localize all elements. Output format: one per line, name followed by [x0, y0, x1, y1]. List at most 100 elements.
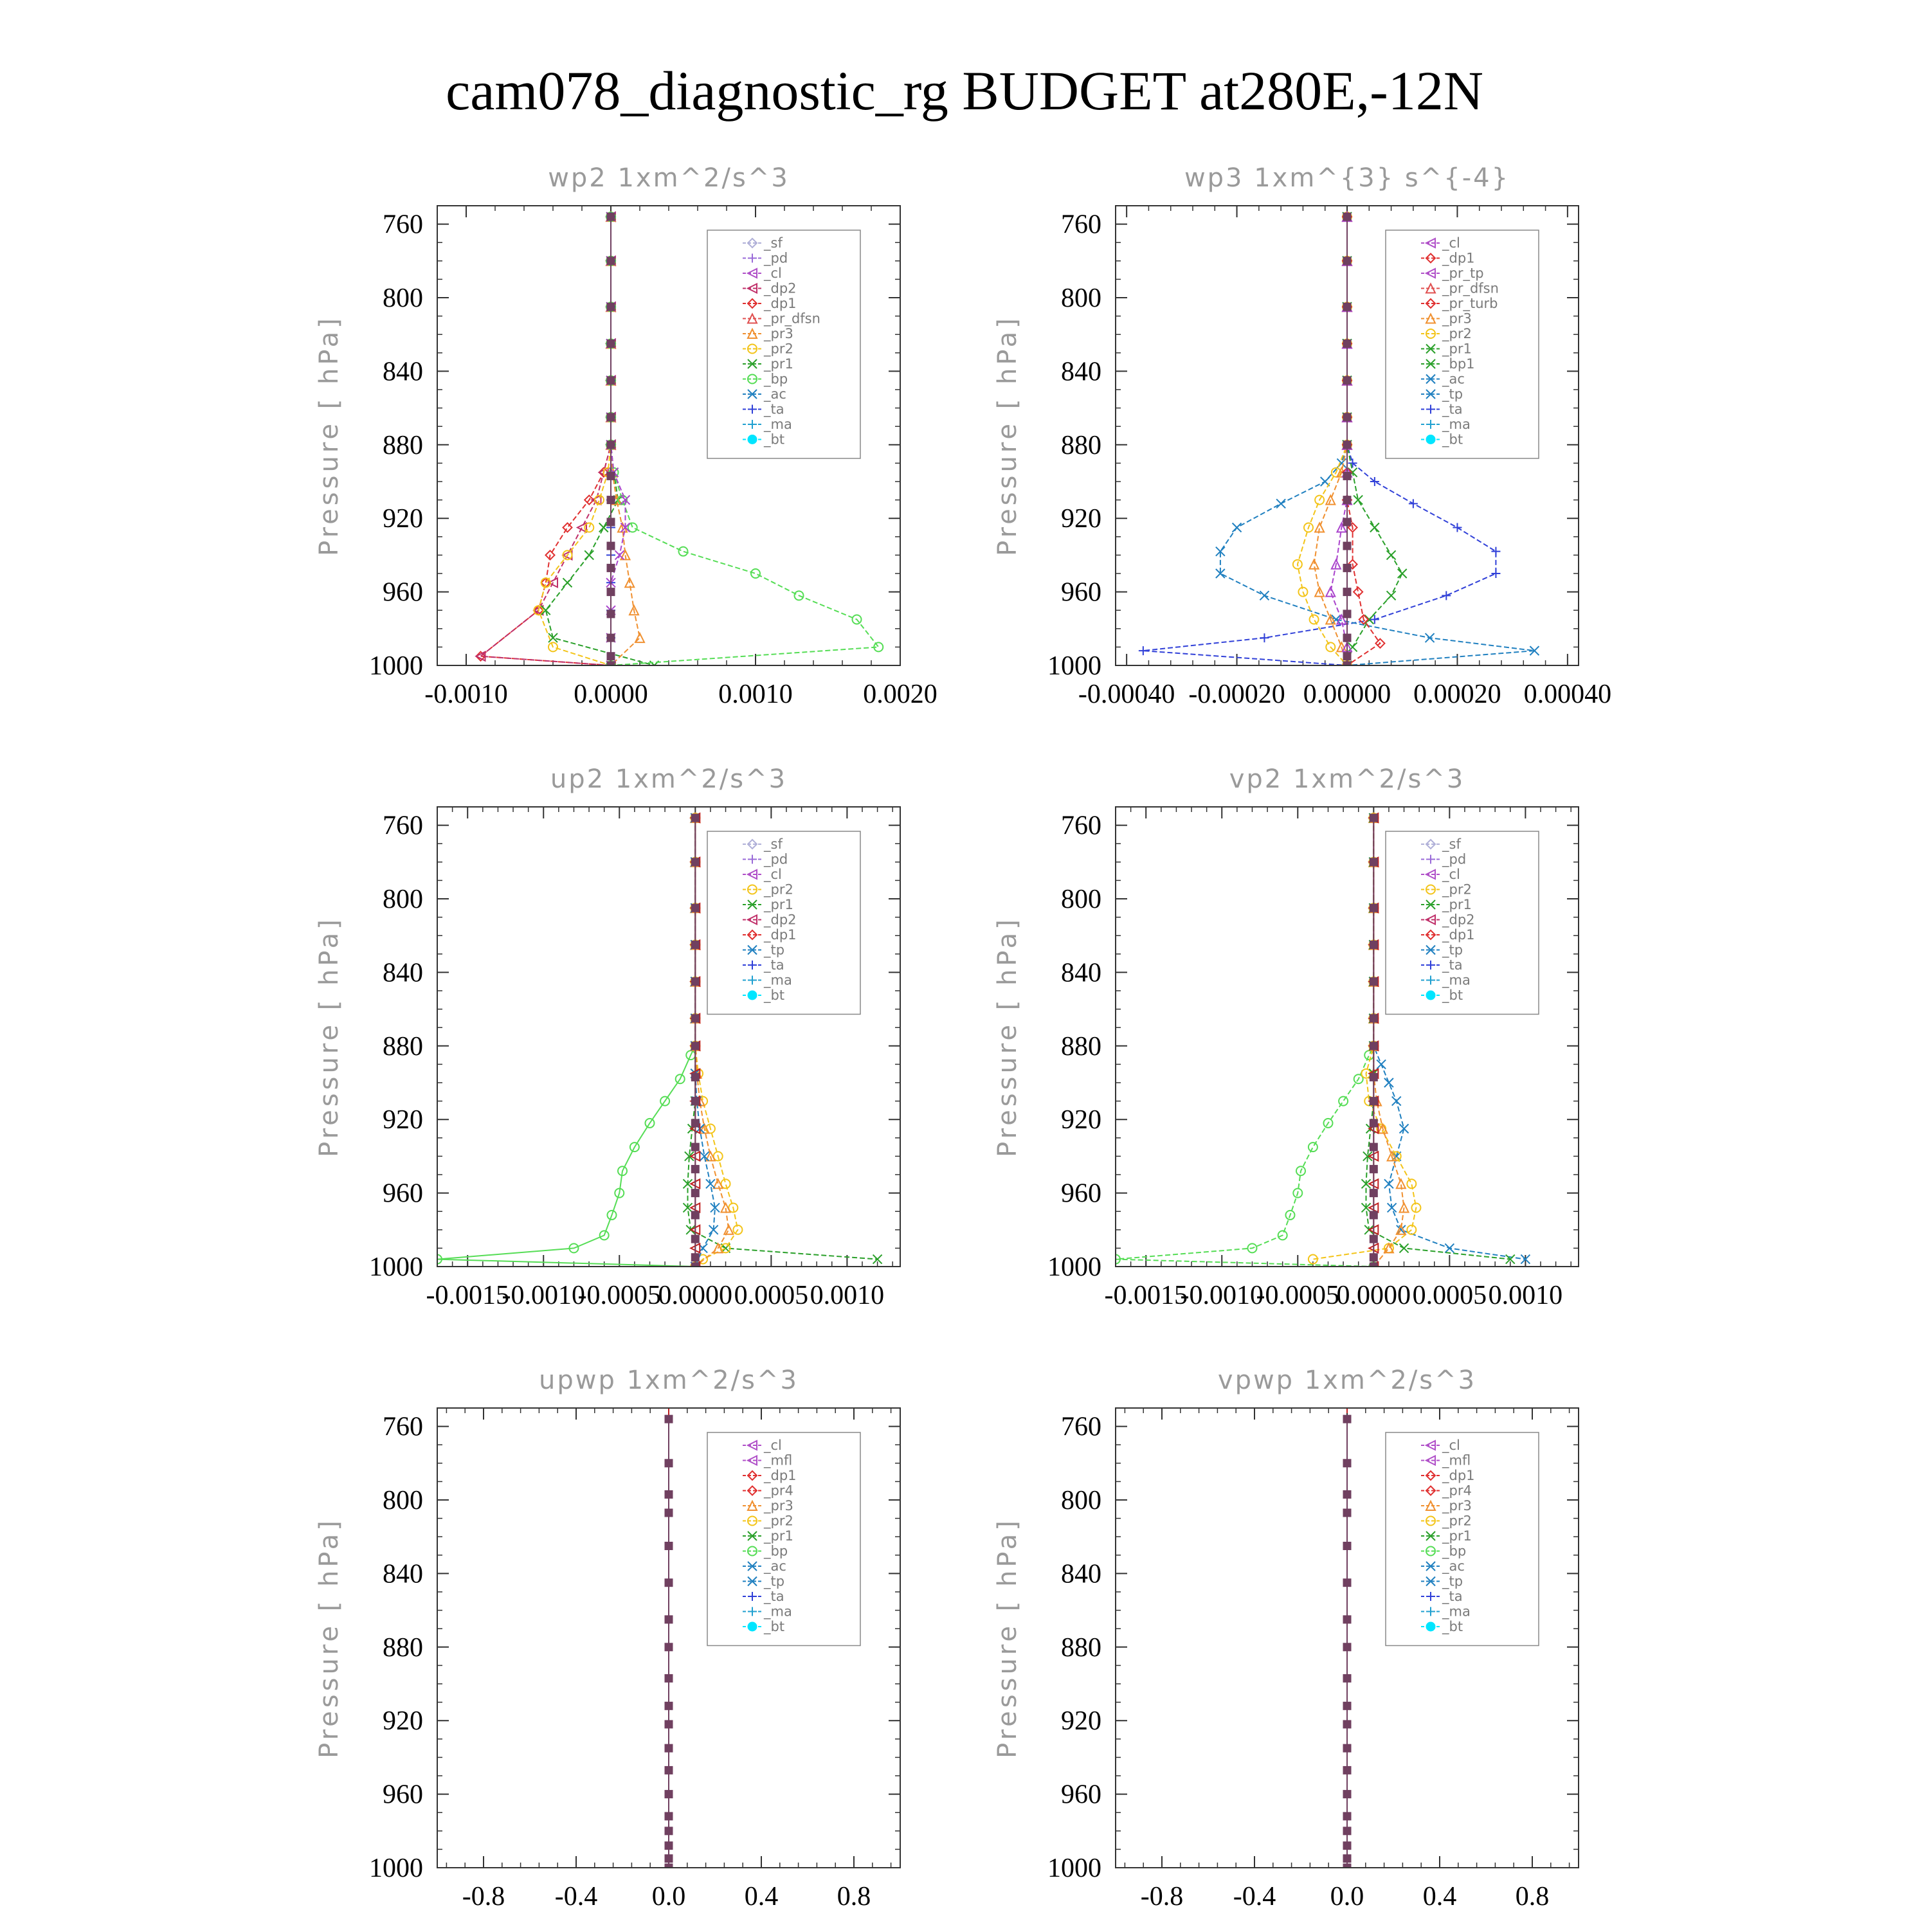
- y-tick-label: 1000: [369, 651, 423, 681]
- legend-marker-pr2: [747, 1515, 757, 1526]
- legend-marker-pr_dfsn: [747, 312, 758, 324]
- data-point-bt: [664, 1854, 673, 1863]
- data-point-bt: [664, 1841, 673, 1850]
- y-tick-label: 920: [1061, 504, 1101, 534]
- plot-frame: [1115, 806, 1579, 1267]
- y-tick-label: 840: [383, 1559, 423, 1589]
- y-tick-label: 960: [383, 1179, 423, 1209]
- data-point-bt: [606, 518, 615, 527]
- legend-marker-dp2: [746, 914, 757, 926]
- x-tick-label: -0.00020: [1188, 680, 1285, 709]
- y-tick-label: 1000: [1047, 651, 1101, 681]
- data-point-bt: [1343, 339, 1352, 348]
- legend-label-ac: _ac: [1442, 372, 1465, 388]
- data-point-dp2: [1399, 1243, 1409, 1254]
- data-point-bp: [678, 546, 689, 557]
- x-tick-label: 0.0: [652, 1882, 686, 1911]
- data-point-pr_turb: [1352, 586, 1364, 598]
- legend-label-ac: _ac: [763, 1558, 786, 1575]
- y-axis-label: Pressure [ hPa]: [314, 1517, 344, 1758]
- data-point-pr3: [634, 631, 646, 644]
- legend-label-cl: _cl: [763, 1438, 782, 1454]
- legend-marker-bp: [1426, 1546, 1436, 1557]
- data-point-bt: [1369, 858, 1378, 867]
- plot-frame: [1115, 1407, 1579, 1868]
- legend-marker-ac: [1426, 1561, 1436, 1571]
- data-point-dp1: [1277, 1230, 1288, 1241]
- data-point-pr_turb: [1375, 638, 1386, 649]
- data-point-pr1: [584, 550, 594, 561]
- data-point-bt: [664, 1643, 673, 1652]
- data-point-bt: [1343, 563, 1352, 572]
- legend-marker-pd: [748, 253, 757, 263]
- data-point-tp: [708, 1225, 719, 1235]
- legend-marker-mfl: [1424, 1454, 1436, 1467]
- legend-label-pr_dfsn: _pr_dfsn: [1442, 281, 1499, 297]
- legend-label-pr3: _pr3: [1442, 1498, 1472, 1514]
- x-tick-label: 0.0000: [574, 680, 648, 709]
- data-point-dp1: [606, 1209, 617, 1220]
- legend-marker-sf: [1425, 838, 1436, 850]
- data-point-dp2: [872, 1254, 883, 1265]
- y-tick-label: 960: [383, 1780, 423, 1810]
- series-line-tp: [1373, 818, 1526, 1260]
- data-point-dp1: [1292, 1187, 1303, 1198]
- data-point-bp: [793, 590, 804, 601]
- y-tick-label: 1000: [1047, 1854, 1101, 1883]
- data-point-pd: [620, 494, 631, 505]
- y-tick-label: 960: [1061, 1179, 1101, 1209]
- data-point-dp1: [475, 651, 486, 662]
- data-point-bp1: [1386, 550, 1397, 561]
- data-point-pr1: [728, 1202, 739, 1213]
- legend-marker-pr2: [1426, 1515, 1436, 1526]
- plot-area: [1343, 1408, 1352, 1868]
- data-point-pr1: [1411, 1202, 1422, 1213]
- legend-marker-pd: [1426, 854, 1435, 864]
- legend-label-pr1: _pr1: [763, 356, 793, 372]
- data-point-pr2: [562, 550, 573, 561]
- data-point-bt: [691, 1097, 700, 1106]
- data-point-bt: [1343, 1643, 1352, 1652]
- x-tick-label: -0.00040: [1078, 680, 1175, 709]
- legend-label-pr2: _pr2: [763, 1513, 793, 1530]
- legend-marker-dp1: [1425, 1470, 1436, 1481]
- legend-marker-dp2: [746, 282, 757, 294]
- data-point-pr1: [1307, 1254, 1318, 1265]
- legend-marker-ma: [1426, 420, 1435, 429]
- data-point-bt: [1343, 413, 1352, 422]
- legend-marker-ma: [748, 420, 757, 429]
- legend-label-pd: _pd: [763, 852, 788, 868]
- x-tick-label: -0.4: [555, 1882, 598, 1911]
- y-tick-label: 1000: [369, 1252, 423, 1282]
- x-tick-label: 0.0000: [1337, 1281, 1411, 1310]
- x-tick-label: 0.00020: [1413, 680, 1501, 709]
- legend-marker-cl: [1424, 1440, 1436, 1451]
- legend-label-ac: _ac: [1442, 1558, 1465, 1575]
- data-point-bt: [664, 1827, 673, 1836]
- data-point-bt: [1343, 1542, 1352, 1550]
- data-point-dp1: [598, 467, 610, 478]
- y-tick-label: 960: [383, 578, 423, 608]
- legend-marker-ac: [747, 389, 757, 399]
- x-tick-label: -0.0005: [1256, 1281, 1340, 1310]
- legend-marker-bt: [1426, 435, 1436, 444]
- y-axis-label: Pressure [ hPa]: [314, 315, 344, 556]
- data-point-dp1: [1116, 1254, 1121, 1265]
- data-point-bt: [664, 1863, 673, 1868]
- data-point-bt: [606, 339, 615, 348]
- data-point-tp: [1391, 1096, 1402, 1106]
- data-point-bt: [606, 563, 615, 572]
- data-point-dp1: [617, 1166, 628, 1177]
- panel-title: vpwp 1xm^2/s^3: [1218, 1366, 1476, 1395]
- data-point-bp1: [1386, 590, 1397, 601]
- legend-marker-dp2: [1424, 914, 1436, 926]
- data-point-dp1: [1336, 613, 1348, 625]
- x-tick-label: 0.0005: [734, 1281, 809, 1310]
- legend-label-pr2: _pr2: [1442, 326, 1472, 342]
- data-point-bt: [1369, 1211, 1378, 1220]
- legend-marker-sf: [747, 838, 758, 850]
- y-tick-label: 760: [383, 811, 423, 841]
- data-point-bp1: [1347, 642, 1358, 653]
- legend-marker-sf: [747, 237, 758, 249]
- data-point-pr2: [720, 1202, 732, 1213]
